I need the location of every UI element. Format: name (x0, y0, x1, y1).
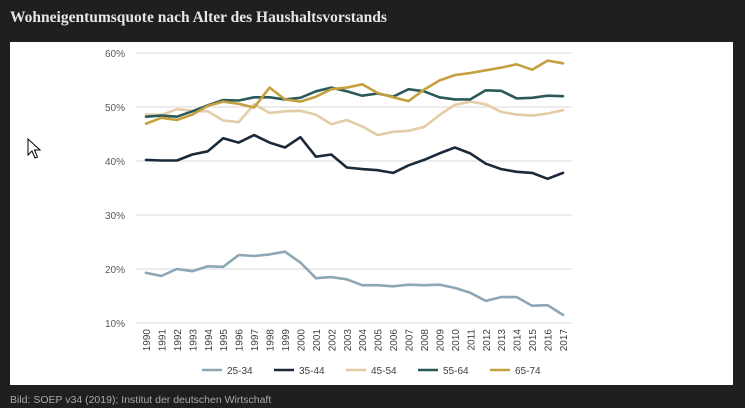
x-tick-label: 2015 (528, 329, 539, 352)
x-tick-label: 2003 (343, 329, 354, 352)
x-axis-ticks: 1990 1991 1992 1993 1994 1995 1996 1997 1998 1999… (142, 329, 570, 352)
x-tick-label: 1992 (173, 329, 184, 352)
x-tick-label: 2001 (312, 329, 323, 352)
legend-label: 25-34 (227, 366, 253, 377)
y-tick-label: 10% (105, 319, 125, 330)
y-tick-label: 30% (105, 211, 125, 222)
y-axis-ticks: 10% 20% 30% 40% 50% 60% (105, 49, 125, 330)
x-tick-label: 2014 (513, 329, 524, 352)
legend-label: 55-64 (443, 366, 469, 377)
x-tick-label: 2002 (327, 329, 338, 352)
legend-label: 65-74 (515, 366, 541, 377)
x-tick-label: 1993 (188, 329, 199, 352)
x-tick-label: 2005 (374, 329, 385, 352)
y-tick-label: 20% (105, 265, 125, 276)
line-chart: 10%20%30%40%50%60% 1990 1991 1992 1993 1994 1… (105, 49, 572, 377)
x-tick-label: 2012 (482, 329, 493, 352)
image-caption: Bild: SOEP v34 (2019); Institut der deut… (10, 394, 272, 406)
series-line-35-44 (144, 133, 565, 181)
x-tick-label: 2011 (466, 329, 477, 351)
x-tick-label: 2007 (405, 329, 416, 352)
series-line-25-34 (144, 250, 565, 317)
legend: 25-34 35-44 45-54 55-64 65-74 (202, 366, 541, 377)
series-lines (144, 59, 565, 317)
page-title: Wohneigentumsquote nach Alter des Hausha… (10, 9, 387, 26)
x-tick-label: 2008 (420, 329, 431, 352)
mouse-cursor-icon (27, 138, 41, 159)
x-tick-label: 1996 (235, 329, 246, 352)
y-tick-label: 60% (105, 49, 125, 60)
chart-panel: 10% 20% 30% 40% 50% 60% 1990 1991 1992 1993 1994 1… (10, 42, 733, 385)
x-tick-label: 1997 (250, 329, 261, 352)
series-line-45-54 (144, 100, 565, 137)
legend-label: 35-44 (299, 366, 325, 377)
y-tick-label: 50% (105, 103, 125, 114)
x-tick-label: 1991 (157, 329, 168, 352)
x-tick-label: 1995 (219, 329, 230, 352)
x-tick-label: 2006 (389, 329, 400, 352)
x-tick-label: 2013 (497, 329, 508, 352)
x-tick-label: 2000 (296, 329, 307, 352)
x-tick-label: 2016 (544, 329, 555, 352)
x-tick-label: 2009 (435, 329, 446, 352)
x-tick-label: 1999 (281, 329, 292, 352)
x-tick-label: 2010 (451, 329, 462, 352)
series-line-65-74 (144, 59, 565, 125)
x-tick-label: 1994 (204, 329, 215, 352)
x-tick-label: 1990 (142, 329, 153, 352)
x-tick-label: 2017 (559, 329, 570, 352)
y-tick-label: 40% (105, 157, 125, 168)
x-tick-label: 2004 (358, 329, 369, 352)
x-tick-label: 1998 (266, 329, 277, 352)
legend-label: 45-54 (371, 366, 397, 377)
